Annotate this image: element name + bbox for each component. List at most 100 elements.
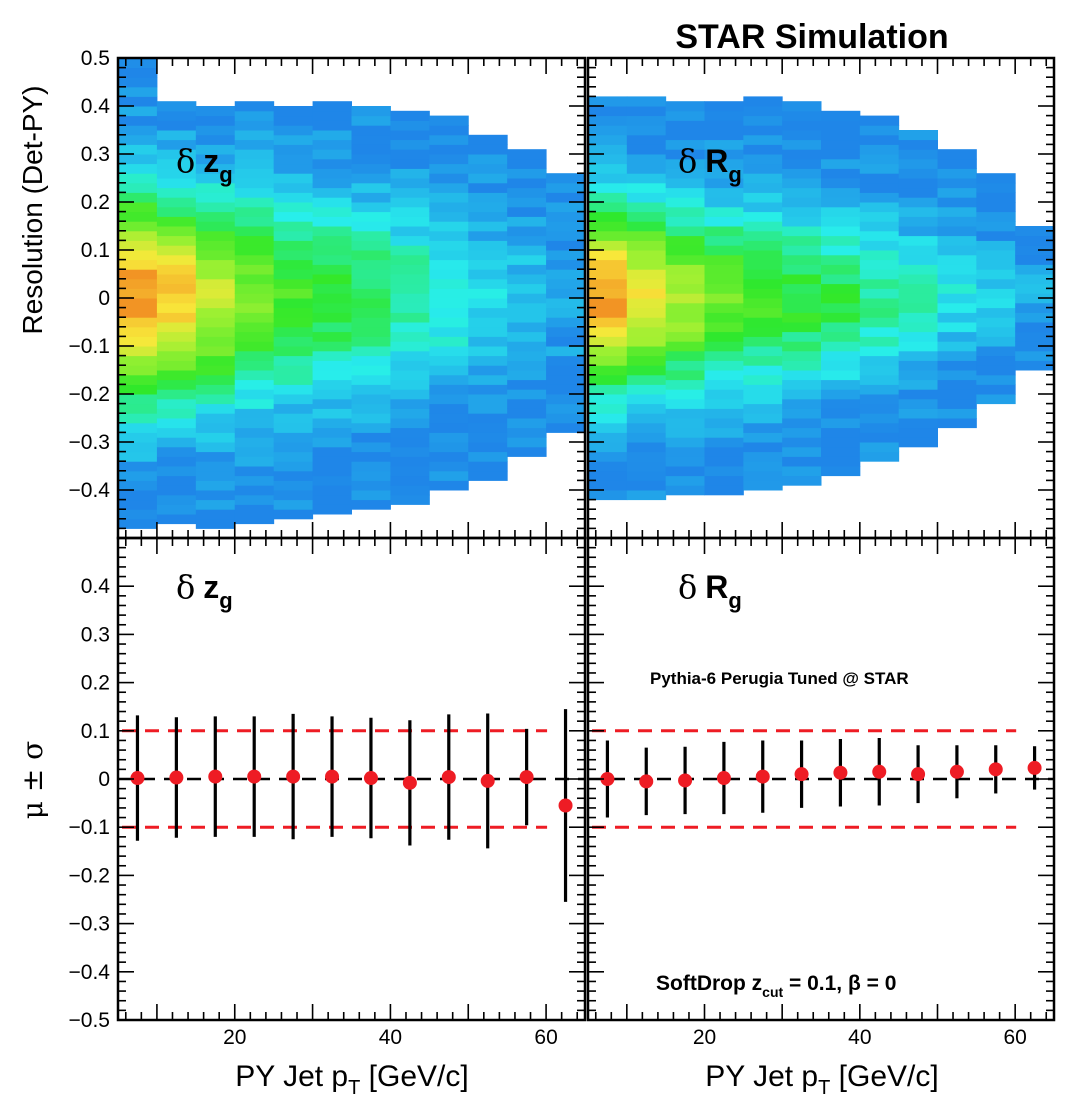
heatmap-cell	[859, 307, 900, 318]
data-point	[130, 771, 145, 786]
heatmap-cell	[626, 182, 667, 193]
heatmap-cell	[976, 365, 1016, 376]
heatmap-cell	[976, 298, 1016, 309]
heatmap-cell	[390, 254, 430, 265]
heatmap-cell	[390, 466, 430, 477]
data-point	[872, 764, 887, 779]
heatmap-cell	[626, 317, 667, 328]
heatmap-cell	[118, 307, 158, 318]
heatmap-cell	[312, 235, 352, 246]
heatmap-cell	[351, 461, 391, 472]
heatmap-cell	[273, 288, 314, 299]
x-tick-label: 60	[534, 1026, 557, 1049]
heatmap-cell	[626, 432, 667, 443]
heatmap-cell	[976, 278, 1016, 289]
label-zg-bottom: δ zg	[176, 568, 233, 613]
heatmap-cell	[782, 139, 822, 150]
heatmap-cell	[704, 110, 744, 121]
heatmap-cell	[546, 211, 586, 222]
heatmap-cell	[351, 326, 391, 337]
heatmap-cell	[429, 269, 469, 280]
heatmap-cell	[273, 182, 314, 193]
heatmap-cell	[118, 298, 158, 309]
panel-top-left	[118, 58, 586, 529]
heatmap-cell	[195, 115, 236, 126]
heatmap-cell	[118, 403, 158, 414]
heatmap-cell	[782, 302, 822, 313]
heatmap-cell	[312, 158, 352, 169]
heatmap-cell	[234, 398, 275, 409]
heatmap-cell	[429, 154, 469, 165]
heatmap-cell	[234, 475, 275, 486]
heatmap-cell	[468, 374, 508, 385]
heatmap-cell	[588, 336, 628, 347]
heatmap-cell	[273, 326, 314, 337]
heatmap-cell	[743, 173, 783, 184]
heatmap-cell	[507, 322, 547, 333]
heatmap-cell	[937, 379, 977, 390]
heatmap-cell	[156, 226, 197, 237]
heatmap-cell	[859, 173, 900, 184]
heatmap-cell	[898, 216, 938, 227]
heatmap-cell	[859, 346, 900, 357]
heatmap-cell	[156, 139, 197, 150]
heatmap-cell	[468, 326, 508, 337]
heatmap-cell	[234, 466, 275, 477]
heatmap-cell	[351, 259, 391, 270]
heatmap-cell	[273, 250, 314, 261]
heatmap-cell	[976, 288, 1016, 299]
heatmap-cell	[312, 149, 352, 160]
heatmap-cell	[821, 178, 861, 189]
heatmap-cell	[588, 192, 628, 203]
heatmap-cell	[976, 230, 1016, 241]
heatmap-cell	[273, 317, 314, 328]
heatmap-cell	[1015, 264, 1055, 275]
heatmap-cell	[588, 365, 628, 376]
heatmap-cell	[588, 125, 628, 136]
heatmap-cell	[859, 240, 900, 251]
heatmap-cell	[898, 408, 938, 419]
x-tick-label: 20	[693, 1026, 716, 1049]
heatmap-cell	[782, 197, 822, 208]
heatmap-cell	[195, 154, 236, 165]
heatmap-cell	[1015, 254, 1055, 265]
heatmap-cell	[546, 182, 586, 193]
heatmap-cell	[312, 101, 352, 112]
heatmap-cell	[546, 326, 586, 337]
heatmap-cell	[468, 144, 508, 155]
heatmap-cell	[429, 125, 469, 136]
heatmap-cell	[626, 288, 667, 299]
heatmap-cell	[507, 197, 547, 208]
heatmap-cell	[195, 106, 236, 117]
heatmap-cell	[273, 259, 314, 270]
heatmap-cell	[704, 379, 744, 390]
heatmap-cell	[156, 302, 197, 313]
heatmap-cell	[195, 394, 236, 405]
heatmap-cell	[429, 346, 469, 357]
y-tick-label: 0.2	[81, 191, 110, 214]
heatmap-cell	[195, 134, 236, 145]
heatmap-cell	[429, 355, 469, 366]
heatmap-cell	[665, 350, 705, 361]
heatmap-cell	[507, 206, 547, 217]
heatmap-cell	[898, 437, 938, 448]
heatmap-cell	[626, 422, 667, 433]
heatmap-cell	[976, 182, 1016, 193]
heatmap-cell	[782, 437, 822, 448]
panel-top-right	[588, 96, 1055, 501]
heatmap-cell	[390, 389, 430, 400]
heatmap-cell	[195, 182, 236, 193]
heatmap-cell	[312, 408, 352, 419]
heatmap-cell	[273, 202, 314, 213]
heatmap-cell	[782, 101, 822, 112]
data-point	[441, 770, 456, 785]
heatmap-cell	[234, 226, 275, 237]
heatmap-cell	[312, 130, 352, 141]
heatmap-cell	[898, 130, 938, 141]
heatmap-cell	[743, 221, 783, 232]
heatmap-cell	[507, 331, 547, 342]
heatmap-cell	[156, 235, 197, 246]
heatmap-cell	[937, 274, 977, 285]
heatmap-cell	[626, 144, 667, 155]
heatmap-cell	[546, 278, 586, 289]
